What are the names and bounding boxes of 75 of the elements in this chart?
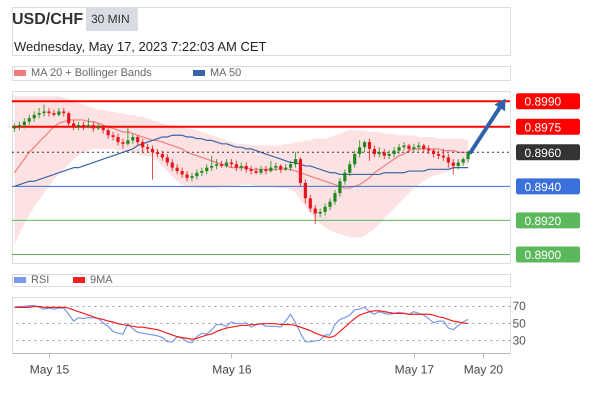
candlestick	[210, 155, 214, 172]
x-tick-label: May 17	[394, 362, 434, 376]
candlestick	[308, 194, 312, 212]
candlestick	[333, 189, 337, 206]
x-tick-label: May 16	[212, 362, 252, 376]
candlestick	[392, 146, 396, 158]
candlestick	[452, 158, 455, 175]
y-tick-label: 0.8940	[524, 180, 562, 194]
x-tick-label: May 15	[30, 362, 70, 376]
candlestick	[160, 150, 164, 162]
candlestick	[358, 140, 362, 158]
candlestick	[131, 133, 134, 144]
candlestick	[185, 170, 189, 182]
y-tick-label: 0.8960	[524, 146, 562, 160]
candlestick	[362, 140, 366, 153]
candlestick	[67, 110, 70, 128]
candlestick	[378, 146, 381, 158]
candlestick	[234, 160, 238, 172]
candlestick	[176, 164, 179, 175]
candlestick	[304, 179, 307, 204]
candlestick	[353, 150, 356, 168]
candlestick	[166, 154, 169, 166]
candlestick	[298, 156, 302, 187]
candlestick	[288, 160, 292, 172]
text: 30 MIN	[91, 12, 130, 26]
y-tick-label: 0.8990	[524, 94, 562, 109]
candlestick	[348, 160, 352, 177]
candlestick	[446, 154, 450, 168]
y-tick-label: 70	[512, 299, 526, 314]
candlestick	[382, 148, 386, 160]
legend-label: RSI	[31, 274, 50, 286]
y-tick-label: 0.8920	[524, 214, 562, 228]
candlestick	[338, 177, 342, 198]
candlestick	[170, 158, 174, 172]
candlestick	[343, 168, 346, 186]
candlestick	[195, 168, 198, 180]
candlestick	[328, 198, 332, 211]
candlestick	[136, 134, 140, 146]
x-tick-label: May 20	[464, 362, 504, 376]
candlestick	[324, 202, 327, 216]
candlestick	[442, 148, 446, 162]
candlestick	[244, 162, 248, 174]
chart-title: USD/CHF	[12, 11, 84, 28]
candlestick	[121, 138, 125, 150]
candlestick	[269, 160, 272, 174]
legend-label: MA 50	[210, 67, 242, 79]
y-tick-label: 50	[512, 316, 526, 330]
candlestick	[38, 108, 41, 119]
candlestick	[86, 118, 90, 129]
candlestick	[141, 138, 144, 153]
legend-label: 9MA	[90, 274, 114, 286]
candlestick	[205, 164, 208, 175]
candlestick	[72, 119, 76, 131]
candlestick	[397, 143, 401, 155]
y-tick-label: 0.8900	[524, 248, 562, 262]
candlestick	[106, 126, 110, 140]
candlestick	[32, 110, 36, 122]
candlestick	[294, 152, 298, 168]
candlestick	[22, 118, 26, 129]
candlestick	[28, 114, 31, 126]
candlestick	[126, 126, 130, 146]
candlestick	[116, 133, 120, 146]
candlestick	[150, 144, 154, 180]
chart-subtitle: Wednesday, May 17, 2023 7:22:03 AM CET	[14, 39, 266, 54]
candlestick	[180, 167, 184, 178]
candlestick	[368, 138, 372, 162]
legend-label: MA 20 + Bollinger Bands	[31, 67, 152, 79]
candlestick	[372, 144, 376, 158]
line-series	[14, 134, 469, 187]
candlestick	[215, 158, 218, 170]
candlestick	[456, 158, 460, 170]
y-tick-label: 0.8975	[524, 120, 562, 134]
candlestick	[314, 204, 317, 224]
y-tick-label: 30	[512, 334, 526, 348]
candlestick	[92, 121, 95, 132]
